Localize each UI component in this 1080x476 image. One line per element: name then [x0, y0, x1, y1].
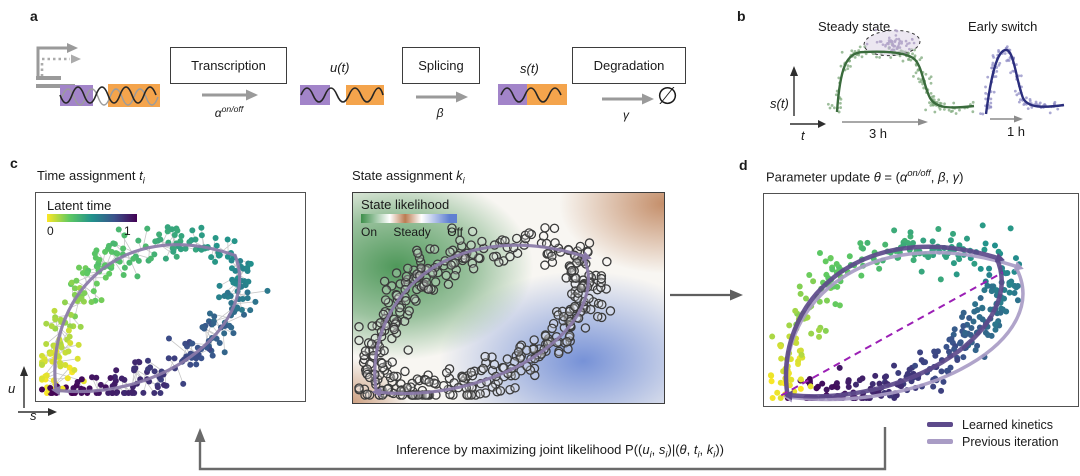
latent-time-colorbar [47, 214, 137, 222]
empty-set-icon: ∅ [657, 83, 678, 110]
panel-d-label: d [739, 157, 748, 173]
early-switch-curve [984, 48, 1065, 115]
state-likelihood-labels: On Steady Off [361, 225, 463, 239]
c-axes-icon [18, 366, 57, 416]
c-y-axis-label: u [8, 381, 16, 396]
steady-state-title: Steady state [818, 19, 891, 34]
legend-previous-iteration: Previous iteration [927, 433, 1059, 450]
b-y-axis-label: s(t) [770, 96, 789, 111]
spliced-mrna-icon [498, 84, 567, 105]
unspliced-mrna-icon [300, 85, 384, 105]
transcription-box: Transcription [170, 47, 287, 84]
latent-time-min: 0 [47, 224, 54, 238]
degradation-rate-arrow [602, 93, 654, 105]
parameter-update-scatter [767, 222, 1025, 403]
time-assignment-scatter [39, 224, 271, 396]
previous-iteration-swatch [927, 439, 953, 444]
one-hour-label: 1 h [1006, 124, 1026, 139]
promoter-icon [36, 43, 81, 88]
d-legend: Learned kinetics Previous iteration [927, 416, 1059, 450]
state-off-label: Off [447, 225, 463, 239]
state-assignment-scatter [354, 223, 616, 400]
transcription-rate-arrow [202, 89, 258, 101]
unspliced-label: u(t) [330, 60, 350, 75]
learned-kinetics-swatch [927, 422, 953, 427]
b-x-axis-label: t [801, 128, 805, 143]
panel-c-label: c [10, 155, 18, 171]
state-likelihood-colorbar [361, 214, 457, 223]
splicing-box: Splicing [402, 47, 480, 84]
parameter-update-plot [763, 193, 1079, 407]
learned-kinetics-label: Learned kinetics [962, 417, 1054, 432]
state-assignment-title: State assignment ki [352, 168, 465, 186]
state-assignment-plot: State likelihood On Steady Off [352, 192, 665, 404]
c-to-d-arrow [670, 289, 743, 301]
time-assignment-title: Time assignment ti [37, 168, 145, 186]
alpha-rate-label: αon/off [214, 104, 244, 120]
parameter-update-title: Parameter update θ = (αon/off, β, γ) [766, 168, 964, 185]
three-hour-label: 3 h [868, 126, 888, 141]
latent-time-legend-title: Latent time [47, 198, 112, 213]
feedback-loop-arrow [194, 427, 887, 471]
c-x-axis-label: s [30, 408, 37, 423]
panel-b-label: b [737, 8, 746, 24]
expression-curves-plot [790, 28, 1065, 128]
time-assignment-plot: Latent time 0 1 [35, 192, 306, 402]
splicing-rate-arrow [416, 91, 468, 103]
pre-mrna-icon [59, 84, 160, 107]
legend-learned-kinetics: Learned kinetics [927, 416, 1059, 433]
state-on-label: On [361, 225, 378, 239]
state-steady-label: Steady [393, 225, 431, 239]
gamma-rate-label: γ [623, 108, 629, 122]
early-switch-title: Early switch [968, 19, 1038, 34]
degradation-box: Degradation [572, 47, 686, 84]
spliced-label: s(t) [520, 61, 539, 76]
steady-state-curve [835, 50, 975, 113]
previous-iteration-label: Previous iteration [962, 434, 1059, 449]
beta-rate-label: β [436, 106, 444, 120]
panel-a-label: a [30, 8, 38, 24]
state-likelihood-legend-title: State likelihood [361, 197, 450, 212]
latent-time-max: 1 [124, 224, 131, 238]
inference-formula: Inference by maximizing joint likelihood… [395, 442, 725, 460]
